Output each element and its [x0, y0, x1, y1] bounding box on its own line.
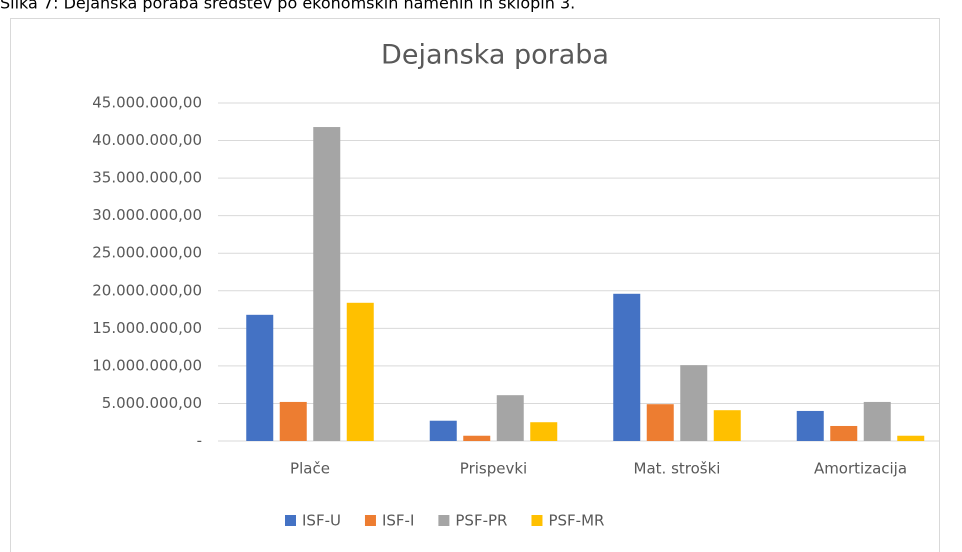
y-tick-label: 15.000.000,00 [92, 319, 202, 337]
bar [530, 422, 558, 441]
legend-label: ISF-U [302, 512, 341, 530]
bar [346, 302, 374, 441]
y-tick-label: 30.000.000,00 [92, 206, 202, 224]
legend-label: PSF-MR [548, 512, 604, 530]
bar [429, 420, 457, 441]
bar [646, 404, 674, 441]
y-tick-label: 5.000.000,00 [102, 394, 202, 412]
bar [496, 395, 524, 441]
x-tick-label: Prispevki [460, 460, 527, 478]
bar [713, 410, 741, 441]
bar [313, 127, 341, 441]
x-tick-label: Amortizacija [814, 460, 907, 478]
y-tick-label: - [197, 432, 202, 450]
y-tick-label: 35.000.000,00 [92, 169, 202, 187]
legend-label: ISF-I [382, 512, 414, 530]
chart-title: Dejanska poraba [381, 40, 609, 71]
bar [796, 410, 824, 441]
legend-label: PSF-PR [455, 512, 507, 530]
x-tick-label: Plače [290, 460, 330, 478]
legend-swatch [364, 515, 376, 526]
bar [680, 365, 708, 441]
y-tick-label: 45.000.000,00 [92, 94, 202, 112]
legend-swatch [438, 515, 450, 526]
bar [863, 401, 891, 441]
bar [897, 435, 925, 441]
bar [246, 314, 274, 441]
chart-frame [10, 18, 940, 552]
caption: Slika 7: Dejanska poraba sredstev po eko… [0, 0, 575, 13]
y-tick-label: 25.000.000,00 [92, 244, 202, 262]
y-tick-label: 40.000.000,00 [92, 131, 202, 149]
x-tick-label: Mat. stroški [634, 460, 721, 478]
bar [613, 293, 641, 441]
y-tick-label: 10.000.000,00 [92, 356, 202, 374]
bar [830, 425, 858, 441]
y-tick-label: 20.000.000,00 [92, 281, 202, 299]
legend-swatch [531, 515, 543, 526]
legend-swatch [285, 515, 296, 526]
bar [463, 435, 491, 441]
bar [279, 401, 307, 441]
